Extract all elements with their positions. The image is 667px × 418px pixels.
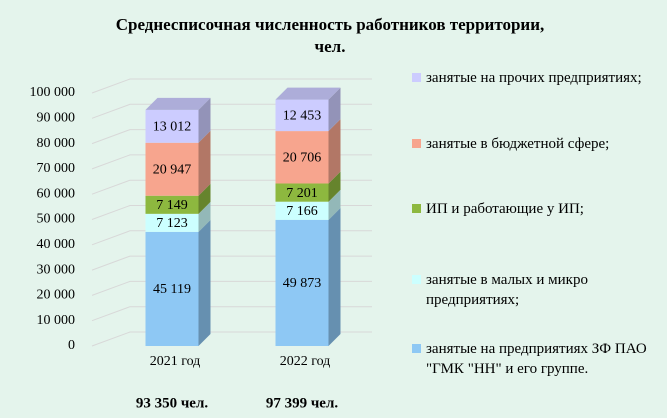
value-label: 45 119 — [153, 282, 191, 297]
total-label: 93 350 чел. — [136, 395, 209, 411]
y-tick-label: 20 000 — [37, 288, 76, 303]
legend-label: занятые на прочих предприятиях; — [426, 70, 642, 86]
bar — [145, 142, 199, 196]
bar-side — [198, 183, 211, 214]
legend-swatch — [412, 139, 421, 148]
legend-label: занятые на предприятиях ЗФ ПАО "ГМК "НН"… — [426, 341, 647, 377]
y-tick-label: 0 — [68, 338, 75, 353]
legend-item: занятые на предприятиях ЗФ ПАО "ГМК "НН"… — [410, 339, 667, 379]
bar-side — [198, 201, 211, 232]
legend-label: занятые в бюджетной сфере; — [426, 136, 610, 152]
total-label: 97 399 чел. — [266, 395, 339, 411]
x-tick-label: 2021 год — [150, 354, 201, 369]
value-label: 7 123 — [156, 216, 188, 231]
bar-side — [198, 219, 211, 346]
x-tick-label: 2022 год — [280, 354, 331, 369]
legend-swatch — [412, 275, 421, 284]
value-label: 7 166 — [286, 204, 318, 219]
bar — [275, 183, 329, 202]
legend-swatch — [412, 344, 421, 353]
legend-item: ИП и работающие у ИП; — [410, 199, 667, 219]
legend-item: занятые в малых и микро предприятиях; — [410, 270, 667, 310]
bar — [275, 201, 329, 220]
bar — [275, 99, 329, 132]
bar-side — [198, 97, 211, 143]
bar-top — [145, 97, 211, 110]
grid-line — [91, 78, 372, 94]
y-tick-label: 70 000 — [37, 161, 76, 176]
value-label: 49 873 — [283, 276, 322, 291]
y-tick-label: 50 000 — [37, 212, 76, 227]
y-tick-label: 30 000 — [37, 262, 76, 277]
value-label: 7 201 — [286, 186, 318, 201]
bar-top — [275, 87, 341, 100]
bar-side — [328, 207, 341, 346]
legend-label: ИП и работающие у ИП; — [426, 201, 584, 217]
legend-label: занятые в малых и микро предприятиях; — [426, 272, 588, 308]
y-tick-label: 80 000 — [37, 136, 76, 151]
bar-side — [328, 189, 341, 220]
legend-swatch — [412, 204, 421, 213]
y-tick-label: 90 000 — [37, 111, 76, 126]
legend-item: занятые на прочих предприятиях; — [410, 68, 667, 88]
value-label: 12 453 — [283, 109, 322, 124]
legend-swatch — [412, 73, 421, 82]
value-label: 20 947 — [153, 162, 192, 177]
bar-side — [198, 130, 211, 196]
y-tick-label: 40 000 — [37, 237, 76, 252]
bar — [145, 213, 199, 232]
value-label: 20 706 — [283, 150, 322, 165]
bar — [145, 109, 199, 143]
chart-title: Среднесписочная численность работников т… — [115, 15, 545, 56]
bar — [145, 231, 199, 346]
bar-side — [328, 87, 341, 132]
value-label: 7 149 — [156, 198, 188, 213]
bar — [275, 219, 329, 346]
y-tick-label: 10 000 — [37, 313, 76, 328]
y-tick-label: 60 000 — [37, 186, 76, 201]
bar-side — [328, 171, 341, 202]
bar — [275, 131, 329, 184]
y-tick-label: 100 000 — [30, 85, 76, 100]
legend-item: занятые в бюджетной сфере; — [410, 134, 667, 154]
bar-side — [328, 119, 341, 184]
value-label: 13 012 — [153, 120, 192, 135]
bar — [145, 195, 199, 214]
